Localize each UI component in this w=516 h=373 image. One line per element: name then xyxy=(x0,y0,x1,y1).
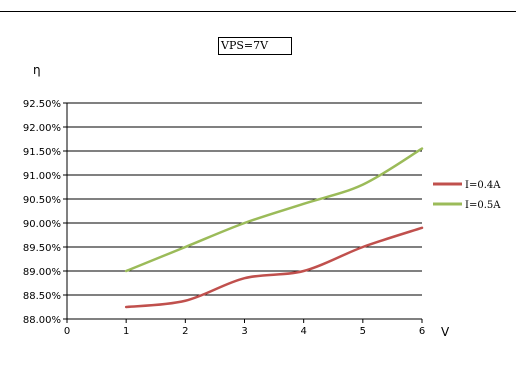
x-tick-label: 3 xyxy=(241,326,247,337)
y-tick-label: 88.00% xyxy=(23,315,61,326)
x-tick-label: 4 xyxy=(300,326,306,337)
legend-label: I=0.5A xyxy=(465,200,501,211)
series-line-0 xyxy=(124,226,424,309)
x-tick-labels: 0 1 2 3 4 5 6 xyxy=(64,326,425,337)
x-tick-label: 1 xyxy=(123,326,129,337)
series-line-1 xyxy=(124,147,424,273)
y-tick-label: 92.00% xyxy=(23,123,61,134)
x-tick-label: 5 xyxy=(360,326,366,337)
y-tick-labels: 88.00% 88.50% 89.00% 89.50% 90.00% 90.50% 91.0… xyxy=(23,99,61,326)
y-axis-label: η xyxy=(33,63,41,77)
y-tick-label: 91.50% xyxy=(23,147,61,158)
legend: I=0.4A I=0.5A xyxy=(433,180,501,211)
y-tick-label: 91.00% xyxy=(23,171,61,182)
y-tick-label: 88.50% xyxy=(23,291,61,302)
chart-title: VPS=7V xyxy=(218,37,292,55)
top-rule xyxy=(0,11,516,12)
x-axis-label: V xyxy=(441,325,450,339)
series-lines xyxy=(124,147,424,309)
y-tick-label: 89.50% xyxy=(23,243,61,254)
y-tick-label: 92.50% xyxy=(23,99,61,110)
axes xyxy=(63,102,423,323)
x-tick-label: 2 xyxy=(182,326,188,337)
x-tick-label: 6 xyxy=(419,326,425,337)
y-tick-label: 90.00% xyxy=(23,219,61,230)
y-tick-label: 89.00% xyxy=(23,267,61,278)
y-tick-label: 90.50% xyxy=(23,195,61,206)
x-tick-label: 0 xyxy=(64,326,70,337)
gridlines xyxy=(67,102,422,320)
legend-label: I=0.4A xyxy=(465,180,501,191)
